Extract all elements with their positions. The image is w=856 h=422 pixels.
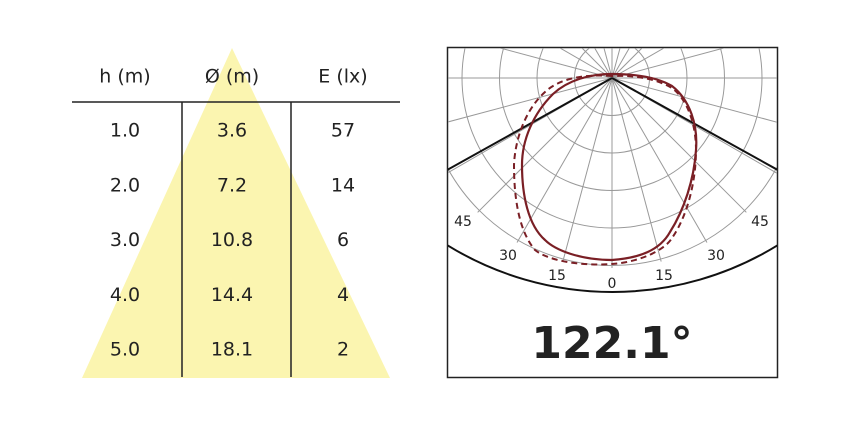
- table-cell: 57: [331, 120, 355, 142]
- beam-edge: [448, 77, 613, 171]
- grid-ray: [448, 77, 613, 131]
- curve-solid: [520, 72, 698, 262]
- angle-label: 15: [655, 268, 673, 284]
- table-cell: 4: [337, 284, 349, 306]
- grid-ray: [448, 48, 613, 79]
- table-cell: 7.2: [217, 174, 247, 196]
- light-cone: [82, 48, 390, 378]
- outer-arc: [448, 244, 777, 293]
- grid-ray: [611, 77, 713, 252]
- table-cell: 2.0: [110, 174, 140, 196]
- grid-ray: [611, 48, 713, 79]
- table-cell: 1.0: [110, 120, 140, 142]
- column-header: Ø (m): [205, 66, 259, 88]
- grid-ray: [511, 77, 613, 252]
- polar-grid: [448, 48, 777, 268]
- polar-frame: [446, 46, 779, 379]
- grid-ray: [511, 48, 613, 79]
- grid-ray: [611, 77, 754, 220]
- table-cell: 3.0: [110, 229, 140, 251]
- polar-plot: [448, 48, 777, 293]
- table-cell: 14.4: [211, 284, 253, 306]
- column-header: E (lx): [318, 66, 367, 88]
- grid-ray: [470, 48, 613, 79]
- angle-label: 15: [548, 268, 566, 284]
- grid-ray: [611, 77, 665, 268]
- table: h (m) Ø (m) E (lx) 1.0 3.6 57 2.0 7.2 14 3.0 10.8 6…: [99, 66, 367, 361]
- angle-label: 0: [608, 276, 617, 292]
- beam-angle: 122.1°: [531, 318, 692, 369]
- table-cell: 14: [331, 174, 355, 196]
- grid-ray: [470, 77, 613, 220]
- grid-ray: [611, 77, 777, 131]
- table-cell: 4.0: [110, 284, 140, 306]
- table-cell: 18.1: [211, 339, 253, 361]
- angle-label: 30: [499, 248, 517, 264]
- beam-edge: [611, 77, 777, 171]
- table-cell: 5.0: [110, 339, 140, 361]
- table-cell: 2: [337, 339, 349, 361]
- angle-label: 45: [751, 214, 769, 230]
- angle-label: 45: [454, 214, 472, 230]
- angle-label: 30: [707, 248, 725, 264]
- table-cell: 10.8: [211, 229, 253, 251]
- table-cell: 3.6: [217, 120, 247, 142]
- grid-ray: [559, 77, 613, 268]
- column-header: h (m): [99, 66, 150, 88]
- grid-ray: [611, 48, 754, 79]
- grid-ray: [611, 48, 777, 79]
- grid-ray: [611, 48, 777, 79]
- angle-labels: 45 30 15 0 15 30 45: [454, 214, 769, 292]
- table-cell: 6: [337, 229, 349, 251]
- grid-ray: [448, 48, 613, 79]
